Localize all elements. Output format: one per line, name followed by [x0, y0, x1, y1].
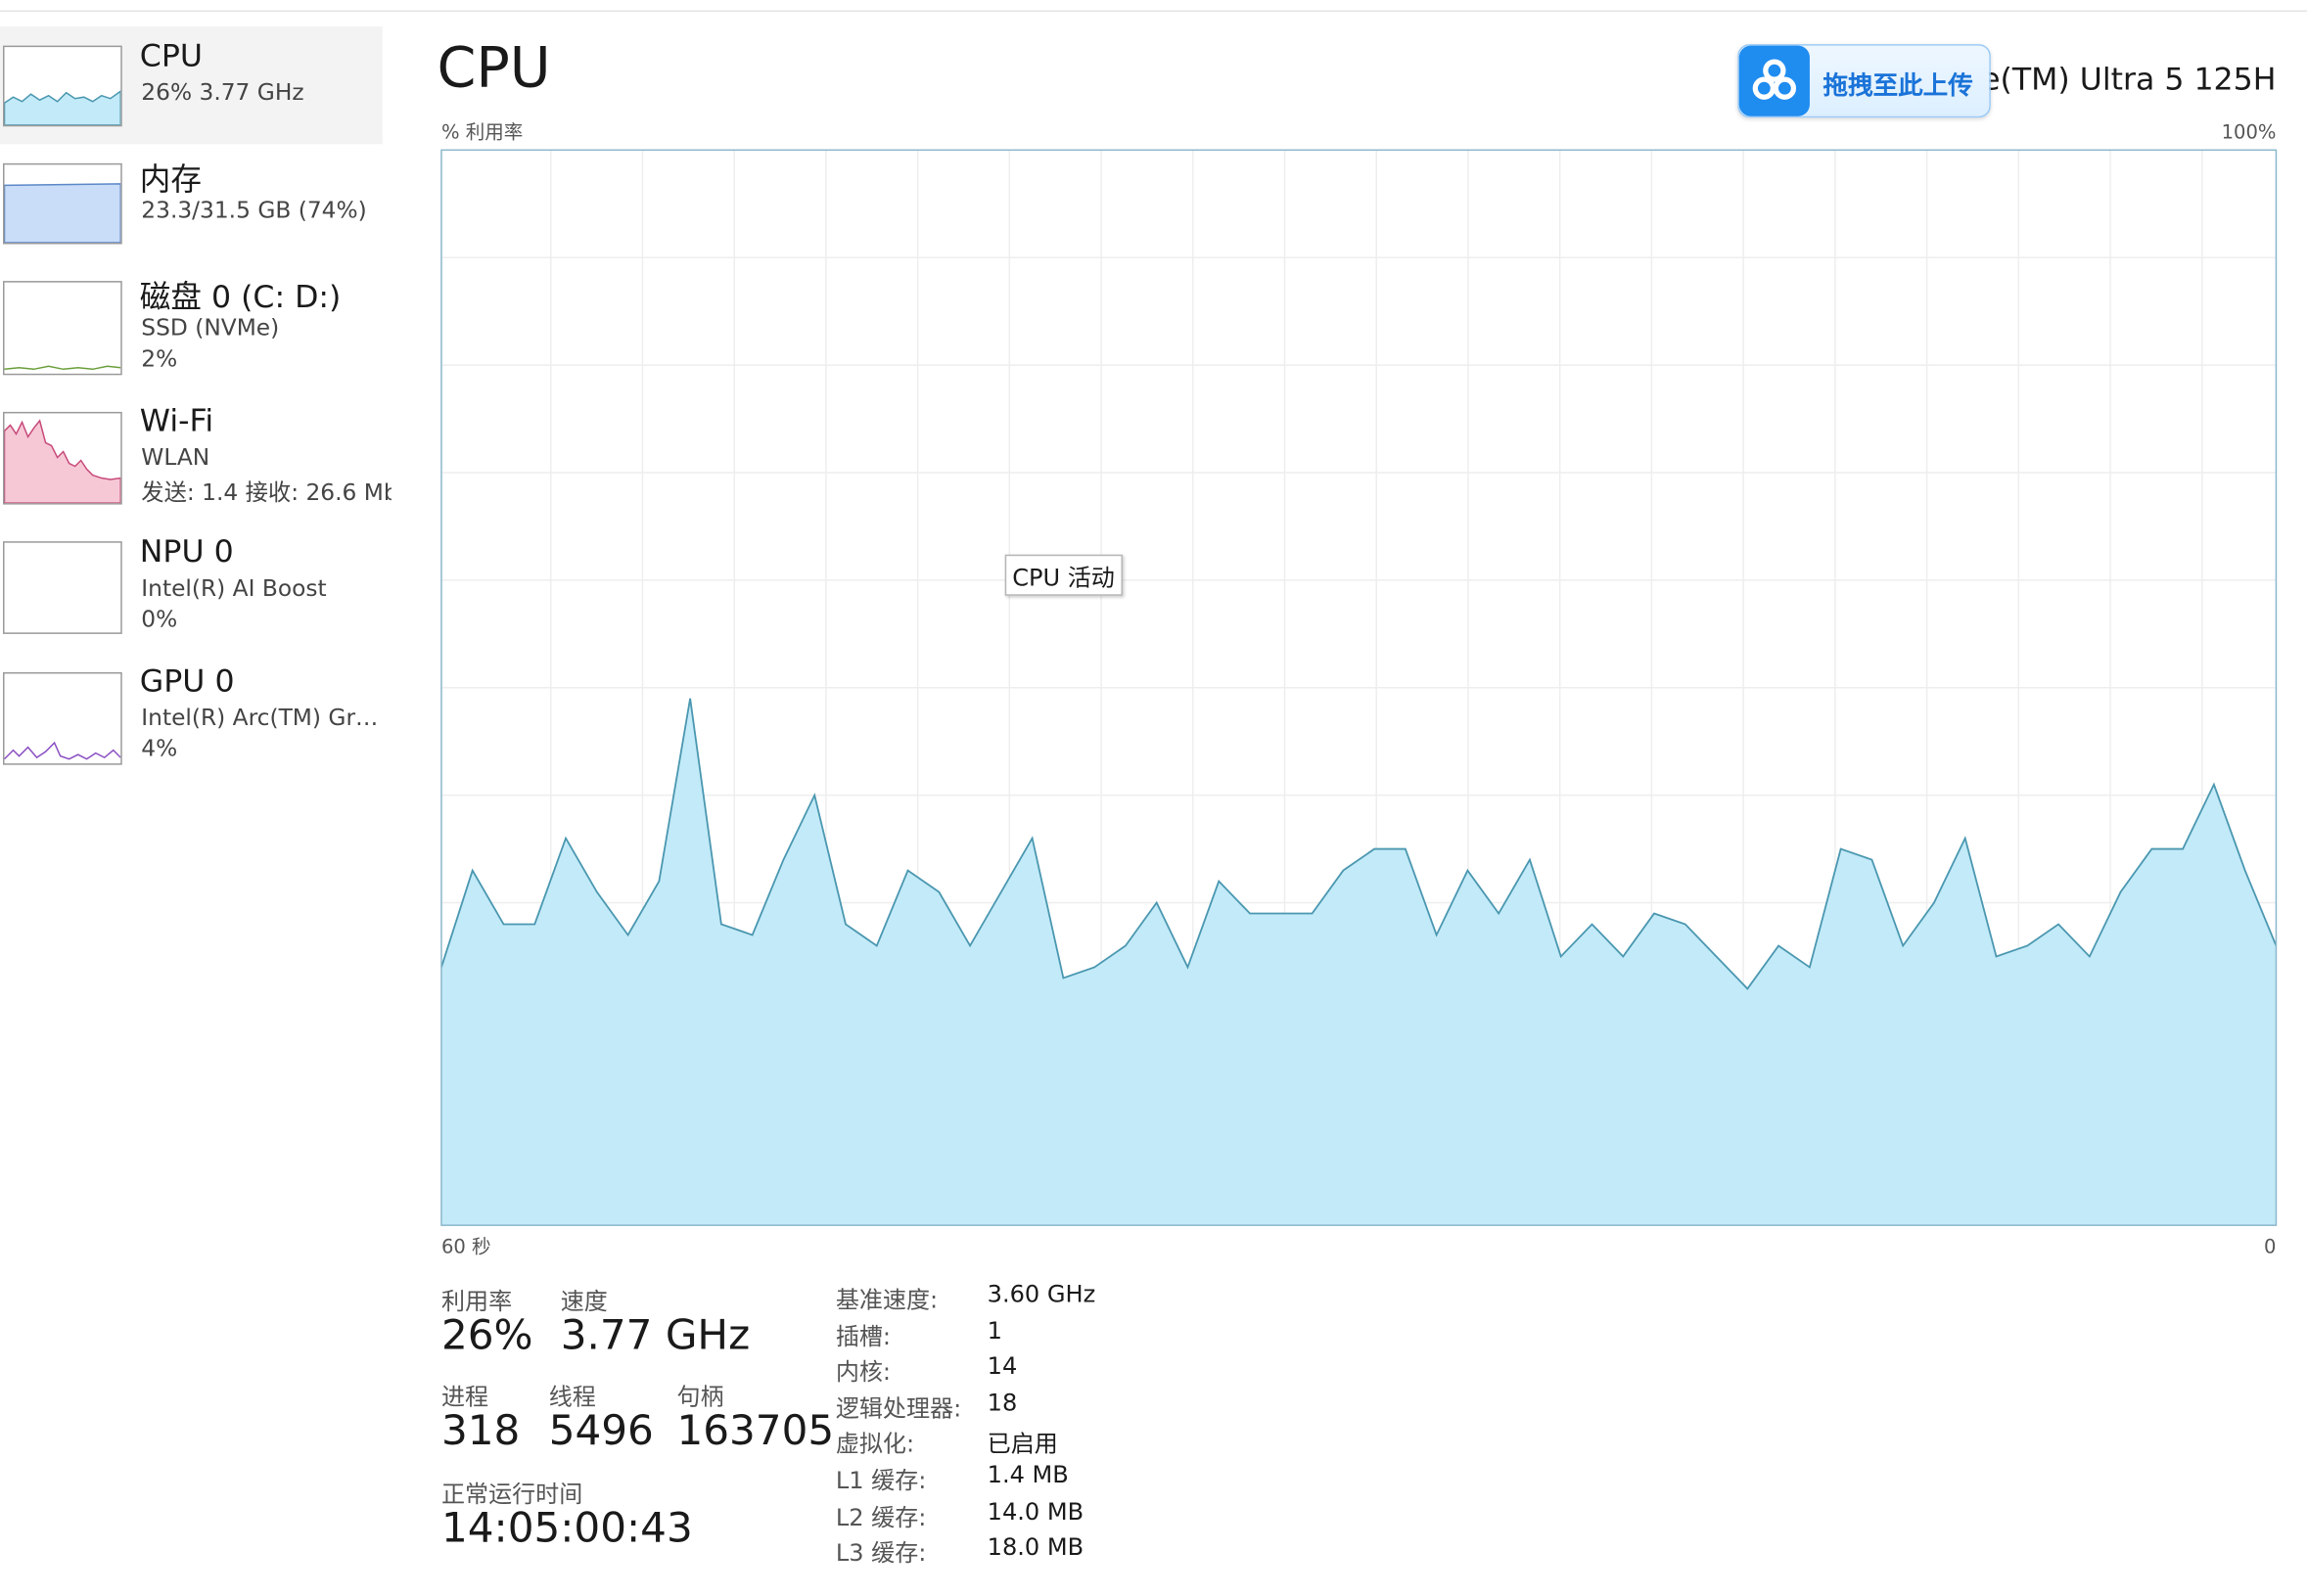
detail-label: 内核: — [835, 1357, 892, 1387]
cloud-icon — [1752, 59, 1797, 100]
cpu-thumbnail[interactable] — [3, 45, 122, 127]
gpu-thumbnail[interactable] — [3, 671, 122, 765]
x-tick-label: 0 — [2264, 1236, 2276, 1258]
sidebar-title[interactable]: 磁盘 0 (C: D:) — [139, 279, 342, 315]
sidebar-sub: 0% — [141, 606, 178, 633]
detail-value: 18 — [987, 1388, 1018, 1417]
plot-border — [440, 149, 2278, 1226]
y-tick-label: 100% — [2222, 120, 2277, 143]
sparkline — [4, 419, 121, 504]
stat-value: 318 — [440, 1406, 521, 1455]
sidebar-title[interactable]: Wi-Fi — [139, 402, 214, 438]
page-title: CPU — [437, 35, 551, 101]
area-line — [440, 698, 2278, 990]
sidebar-title[interactable]: 内存 — [139, 161, 202, 198]
stat-label: 句柄 — [676, 1383, 724, 1411]
detail-value: 1.4 MB — [987, 1460, 1069, 1489]
sparkline — [4, 741, 121, 760]
stat-label: 利用率 — [440, 1287, 513, 1315]
detail-label: 基准速度: — [835, 1285, 939, 1314]
stat-label: 速度 — [560, 1287, 608, 1315]
npu-thumbnail[interactable] — [3, 541, 122, 634]
x-tick-label: 60 秒 — [441, 1236, 491, 1258]
detail-label: L2 缓存: — [835, 1502, 927, 1531]
stat-label: 进程 — [440, 1383, 489, 1411]
sparkline — [4, 183, 121, 244]
upload-text[interactable]: 拖拽至此上传 — [1823, 71, 1973, 102]
sparkline — [4, 365, 121, 371]
sidebar-sub: Intel(R) AI Boost — [141, 574, 327, 602]
disk-thumbnail[interactable] — [3, 281, 122, 376]
upload-button[interactable]: 拖拽至此上传 — [1737, 44, 1991, 118]
detail-value: 3.60 GHz — [987, 1279, 1096, 1308]
top-border — [0, 10, 2307, 13]
memory-thumbnail[interactable] — [3, 162, 122, 245]
sparkline — [4, 90, 121, 125]
stat-label: 正常运行时间 — [440, 1480, 583, 1508]
stat-value: 3.77 GHz — [560, 1310, 751, 1359]
sidebar-sub: WLAN — [141, 443, 210, 472]
sidebar-title[interactable]: CPU — [139, 38, 203, 74]
detail-label: L1 缓存: — [835, 1466, 927, 1495]
stat-value: 26% — [440, 1310, 533, 1359]
processor-name: re(TM) Ultra 5 125H — [1968, 62, 2277, 98]
area-fill — [440, 698, 2277, 1226]
detail-value: 已启用 — [987, 1430, 1058, 1459]
detail-value: 14.0 MB — [987, 1496, 1084, 1526]
detail-value: 18.0 MB — [987, 1532, 1084, 1562]
sidebar-title[interactable]: GPU 0 — [139, 662, 235, 700]
upload-icon — [1738, 45, 1810, 116]
detail-label: 虚拟化: — [835, 1430, 915, 1459]
sidebar-sub: 26% 3.77 GHz — [141, 79, 304, 107]
sidebar-sub: 2% — [141, 345, 178, 373]
stat-value: 14:05:00:43 — [440, 1503, 693, 1552]
detail-label: 逻辑处理器: — [835, 1393, 962, 1423]
wifi-thumbnail[interactable] — [3, 411, 122, 505]
stat-label: 线程 — [548, 1383, 596, 1411]
tooltip: CPU 活动 — [1004, 554, 1123, 596]
detail-value: 14 — [987, 1351, 1018, 1381]
cpu-chart: % 利用率 100% 60 秒 0 — [440, 120, 2278, 1258]
sidebar-sub: SSD (NVMe) — [141, 314, 280, 342]
stat-value: 163705 — [676, 1406, 835, 1455]
detail-label: L3 缓存: — [835, 1538, 927, 1568]
stat-value: 5496 — [548, 1406, 654, 1455]
sidebar-sub: 23.3/31.5 GB (74%) — [141, 197, 367, 224]
detail-value: 1 — [987, 1315, 1002, 1345]
sidebar-sub: 4% — [141, 735, 178, 762]
y-axis-label: % 利用率 — [441, 120, 523, 143]
detail-label: 插槽: — [835, 1321, 892, 1350]
sidebar-sub: 发送: 1.4 接收: 26.6 Mbps — [141, 479, 392, 507]
sidebar-title[interactable]: NPU 0 — [139, 533, 234, 570]
